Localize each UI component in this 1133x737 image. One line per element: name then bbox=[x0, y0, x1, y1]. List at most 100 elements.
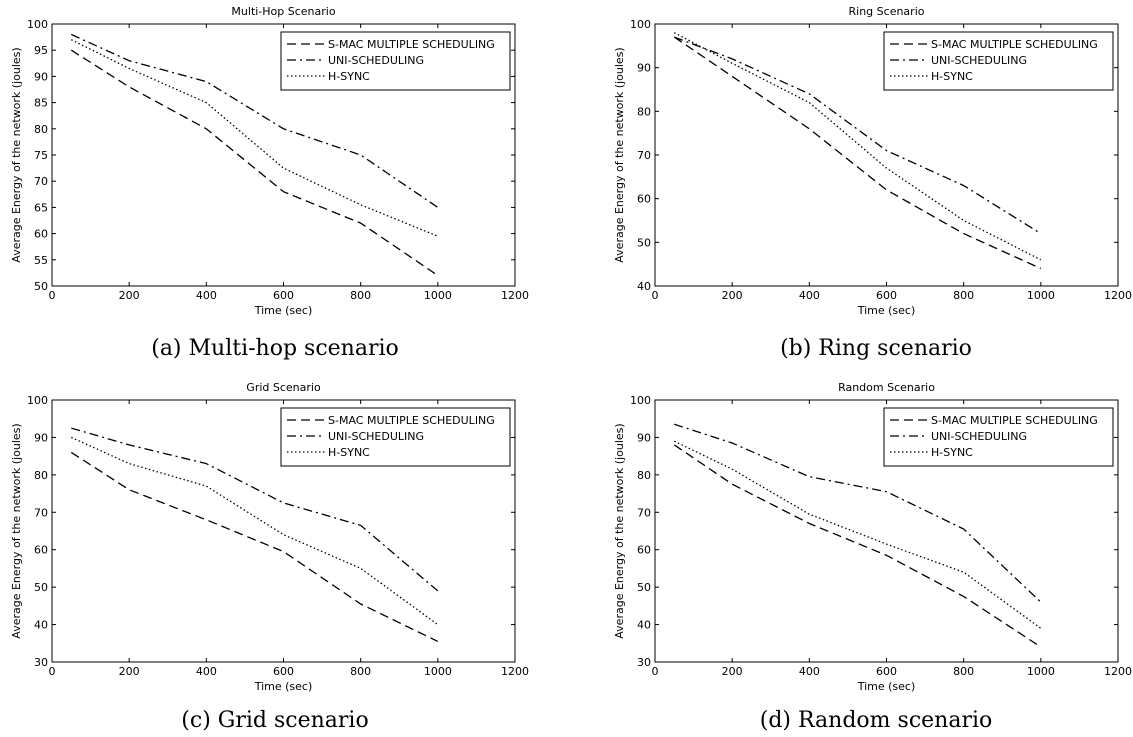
y-tick-label: 50 bbox=[34, 280, 48, 293]
x-tick-label: 400 bbox=[799, 665, 820, 678]
y-tick-label: 80 bbox=[34, 469, 48, 482]
y-tick-label: 70 bbox=[637, 149, 651, 162]
y-tick-label: 40 bbox=[34, 619, 48, 632]
y-tick-label: 30 bbox=[34, 656, 48, 669]
series-line-2 bbox=[674, 423, 1042, 603]
x-axis-title: Time (sec) bbox=[857, 304, 916, 317]
legend-label: H-SYNC bbox=[328, 446, 370, 459]
y-tick-label: 60 bbox=[637, 544, 651, 557]
legend-frame bbox=[883, 407, 1114, 467]
y-tick-label: 80 bbox=[637, 105, 651, 118]
series-line-1 bbox=[70, 49, 439, 277]
y-tick-label: 60 bbox=[34, 544, 48, 557]
y-tick-label: 100 bbox=[27, 394, 48, 407]
y-tick-label: 50 bbox=[34, 581, 48, 594]
legend-label: UNI-SCHEDULING bbox=[931, 430, 1027, 443]
series-line-1 bbox=[673, 444, 1042, 648]
legend-label: H-SYNC bbox=[931, 446, 973, 459]
x-tick-label: 0 bbox=[49, 289, 56, 302]
y-tick-label: 30 bbox=[637, 656, 651, 669]
x-axis-title: Time (sec) bbox=[857, 680, 916, 693]
chart-panel-4: 0 200 400 600 800 1000 1200 30 40 50 60 70 80 90 100 Ra… bbox=[613, 381, 1132, 693]
x-tick-label: 600 bbox=[273, 289, 294, 302]
y-axis-title: Average Energy of the network (joules) bbox=[613, 423, 626, 638]
y-tick-label: 90 bbox=[34, 70, 48, 83]
y-tick-label: 90 bbox=[637, 62, 651, 75]
y-tick-label: 70 bbox=[637, 506, 651, 519]
x-tick-label: 600 bbox=[273, 665, 294, 678]
legend-label: S-MAC MULTIPLE SCHEDULING bbox=[328, 38, 495, 51]
x-tick-label: 400 bbox=[196, 289, 217, 302]
x-tick-label: 600 bbox=[876, 289, 897, 302]
x-tick-label: 1000 bbox=[424, 665, 452, 678]
y-tick-label: 65 bbox=[34, 201, 48, 214]
y-tick-label: 60 bbox=[637, 193, 651, 206]
series-line-3 bbox=[673, 32, 1042, 261]
y-tick-label: 90 bbox=[637, 431, 651, 444]
series-line-3 bbox=[71, 436, 439, 626]
x-tick-label: 1200 bbox=[1104, 665, 1132, 678]
series-line-3 bbox=[674, 440, 1042, 629]
y-tick-label: 60 bbox=[34, 228, 48, 241]
legend: S-MAC MULTIPLE SCHEDULING UNI-SCHEDULING H… bbox=[280, 407, 511, 467]
chart-title: Random Scenario bbox=[838, 381, 935, 394]
y-tick-label: 70 bbox=[34, 506, 48, 519]
y-tick-label: 100 bbox=[630, 18, 651, 31]
y-tick-label: 75 bbox=[34, 149, 48, 162]
chart-title: Multi-Hop Scenario bbox=[231, 5, 335, 18]
y-tick-label: 80 bbox=[637, 469, 651, 482]
legend-label: S-MAC MULTIPLE SCHEDULING bbox=[328, 414, 495, 427]
legend-label: H-SYNC bbox=[931, 70, 973, 83]
y-tick-label: 95 bbox=[34, 44, 48, 57]
x-tick-label: 0 bbox=[49, 665, 56, 678]
x-tick-label: 800 bbox=[350, 289, 371, 302]
x-tick-label: 1200 bbox=[501, 665, 529, 678]
chart-title: Grid Scenario bbox=[246, 381, 321, 394]
y-axis-title: Average Energy of the network (joules) bbox=[10, 423, 23, 638]
legend-label: S-MAC MULTIPLE SCHEDULING bbox=[931, 38, 1098, 51]
legend: S-MAC MULTIPLE SCHEDULING UNI-SCHEDULING H… bbox=[883, 31, 1114, 91]
y-tick-label: 70 bbox=[34, 175, 48, 188]
chart-panel-3: 0 200 400 600 800 1000 1200 30 40 50 60 70 80 90 100 Gr… bbox=[10, 381, 529, 693]
chart-title: Ring Scenario bbox=[849, 5, 925, 18]
legend-label: H-SYNC bbox=[328, 70, 370, 83]
x-tick-label: 600 bbox=[876, 665, 897, 678]
x-tick-label: 1000 bbox=[424, 289, 452, 302]
series-line-2 bbox=[71, 33, 439, 208]
y-axis-title: Average Energy of the network (joules) bbox=[613, 47, 626, 262]
x-axis-title: Time (sec) bbox=[254, 304, 313, 317]
subfigure-caption: (d) Random scenario bbox=[760, 708, 993, 733]
x-tick-label: 400 bbox=[799, 289, 820, 302]
x-tick-label: 200 bbox=[722, 289, 743, 302]
subfigure-caption: (b) Ring scenario bbox=[780, 336, 972, 361]
y-tick-label: 100 bbox=[27, 18, 48, 31]
y-tick-label: 100 bbox=[630, 394, 651, 407]
subfigure-caption: (c) Grid scenario bbox=[181, 708, 368, 733]
x-tick-label: 1200 bbox=[501, 289, 529, 302]
x-tick-label: 200 bbox=[722, 665, 743, 678]
legend-label: UNI-SCHEDULING bbox=[328, 430, 424, 443]
legend-frame bbox=[883, 31, 1114, 91]
x-tick-label: 1000 bbox=[1027, 665, 1055, 678]
legend: S-MAC MULTIPLE SCHEDULING UNI-SCHEDULING H… bbox=[883, 407, 1114, 467]
chart-panel-2: 0 200 400 600 800 1000 1200 40 50 60 70 80 90 100 Ring… bbox=[613, 5, 1132, 317]
series-line-1 bbox=[673, 36, 1042, 270]
y-tick-label: 80 bbox=[34, 123, 48, 136]
legend-frame bbox=[280, 407, 511, 467]
x-tick-label: 0 bbox=[652, 665, 659, 678]
x-tick-label: 800 bbox=[953, 289, 974, 302]
y-tick-label: 40 bbox=[637, 280, 651, 293]
y-tick-label: 90 bbox=[34, 431, 48, 444]
y-tick-label: 85 bbox=[34, 97, 48, 110]
x-tick-label: 0 bbox=[652, 289, 659, 302]
chart-panel-1: 0 200 400 600 800 1000 1200 50 55 60 65 70 75 80 85 90 9… bbox=[10, 5, 529, 317]
y-tick-label: 40 bbox=[637, 619, 651, 632]
y-tick-label: 50 bbox=[637, 236, 651, 249]
subfigure-caption: (a) Multi-hop scenario bbox=[151, 336, 399, 361]
legend-frame bbox=[280, 31, 511, 91]
x-tick-label: 1200 bbox=[1104, 289, 1132, 302]
x-tick-label: 400 bbox=[196, 665, 217, 678]
series-line-2 bbox=[71, 427, 439, 592]
x-tick-label: 1000 bbox=[1027, 289, 1055, 302]
